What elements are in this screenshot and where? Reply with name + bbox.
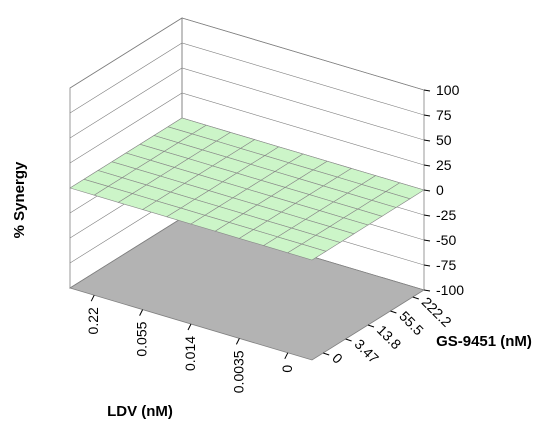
z-tick-label: 75 [436,107,452,123]
x-tick-label: 0.22 [85,307,101,334]
y-tick [367,324,375,328]
z-tick [423,289,431,292]
y-tick [390,310,397,314]
z-tick [423,264,431,267]
z-gridline [69,17,425,91]
x-tick [235,338,240,345]
y-tick [345,338,352,342]
z-tick-label: -75 [436,257,456,273]
x-axis-title: LDV (nM) [107,403,173,420]
z-tick [423,139,431,142]
z-axis-title: % Synergy [11,161,28,238]
y-tick-label: 0 [329,350,346,367]
z-tick-label: 0 [436,182,444,198]
x-tick-label: 0.014 [182,336,198,371]
z-tick-label: -50 [436,232,456,248]
z-gridline [69,67,425,141]
y-tick [412,296,419,300]
z-tick [423,214,431,217]
y-tick-label: 13.8 [374,322,405,353]
z-tick [423,114,431,117]
z-tick [423,89,431,92]
z-tick [423,189,431,192]
y-tick-label: 55.5 [396,308,427,339]
surface-cell [287,243,327,261]
x-tick-label: 0.055 [134,321,150,356]
x-tick-label: 0.0035 [230,350,246,393]
z-tick-label: 50 [436,132,452,148]
y-tick [323,352,330,356]
z-tick-label: -100 [436,282,464,298]
synergy-surface [69,117,425,261]
z-gridline [69,92,425,166]
x-tick [90,294,95,302]
x-tick [139,309,144,316]
x-tick-label: 0 [279,365,295,373]
y-axis-title: GS-9451 (nM) [436,333,532,350]
z-tick-label: 100 [436,82,460,98]
x-tick [284,352,289,360]
x-tick [187,323,192,331]
z-tick-label: -25 [436,207,456,223]
z-gridline [69,42,425,116]
z-tick-label: 25 [436,157,452,173]
z-tick [423,164,431,167]
y-tick-label: 3.47 [351,336,382,367]
z-tick [423,239,431,242]
